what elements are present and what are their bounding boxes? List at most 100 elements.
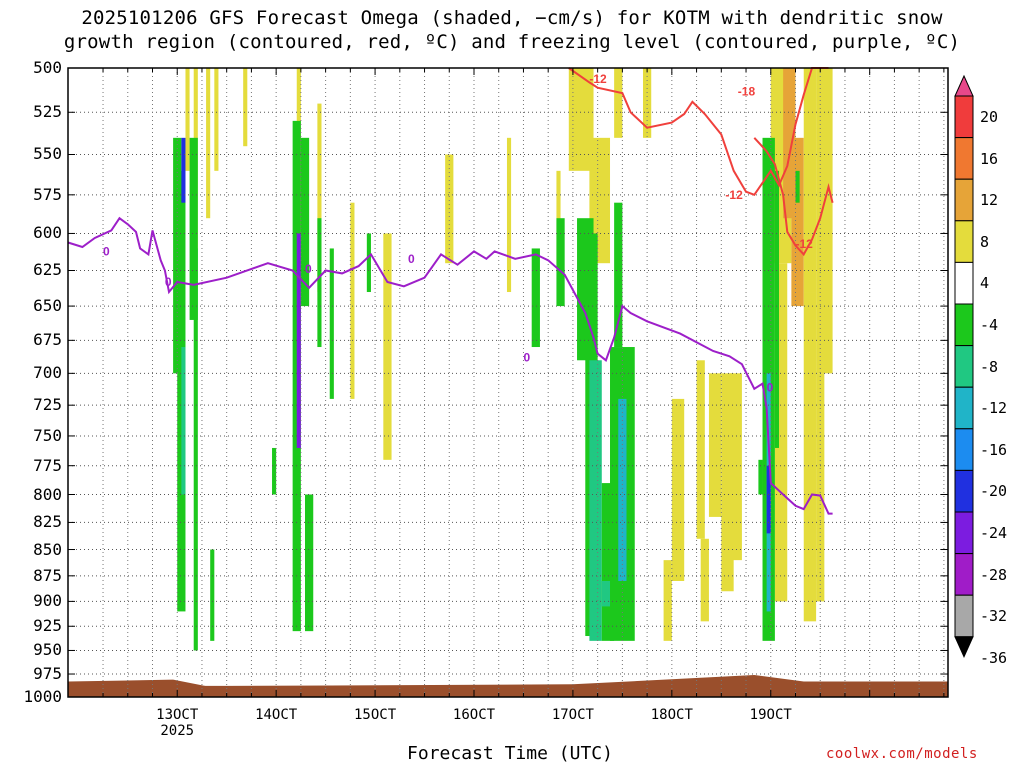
omega-cell <box>329 248 334 399</box>
x-tick-label: 19OCT <box>749 707 792 723</box>
omega-cell <box>708 373 722 517</box>
freezing-level-label: 0 <box>103 244 110 258</box>
x-tick-label: 16OCT <box>452 707 496 723</box>
colorbar-swatch <box>954 220 974 263</box>
omega-cell <box>774 170 780 448</box>
y-tick-label: 500 <box>33 58 62 77</box>
dendritic-label: -12 <box>795 237 813 251</box>
omega-cell <box>795 170 800 203</box>
omega-cell <box>803 68 817 293</box>
omega-cell <box>626 347 635 641</box>
x-tick-label: 17OCT <box>551 707 594 723</box>
omega-cell <box>696 360 705 539</box>
colorbar-swatch <box>954 428 974 471</box>
colorbar-label: -32 <box>980 607 1008 626</box>
y-tick-label: 975 <box>33 664 62 684</box>
colorbar-label: 12 <box>980 191 999 210</box>
y-tick-label: 825 <box>33 512 62 532</box>
omega-cell <box>366 233 371 293</box>
plot-frame <box>67 67 949 698</box>
freezing-level-line <box>67 216 833 515</box>
colorbar-label: 20 <box>980 108 999 126</box>
omega-cell <box>803 292 817 622</box>
title-line-1: 2025101206 GFS Forecast Omega (shaded, −… <box>81 7 943 29</box>
omega-cell <box>350 202 355 399</box>
colorbar-swatch <box>954 95 974 139</box>
omega-cell <box>193 248 198 651</box>
colorbar-label: -20 <box>980 482 1008 501</box>
omega-cell <box>556 170 561 264</box>
chart-title: 2025101206 GFS Forecast Omega (shaded, −… <box>0 6 1024 54</box>
y-tick-label: 925 <box>33 616 62 636</box>
omega-cell <box>642 68 652 138</box>
y-tick-label: 875 <box>33 565 62 585</box>
y-tick-label: 750 <box>33 425 62 445</box>
omega-cell <box>601 580 611 607</box>
colorbar-label: -28 <box>980 565 1008 584</box>
colorbar-swatch <box>954 386 974 430</box>
omega-cell <box>272 447 277 495</box>
colorbar-swatch <box>954 553 974 596</box>
omega-cell <box>181 347 186 495</box>
dendritic-label: -18 <box>738 84 756 98</box>
y-tick-label: 525 <box>33 102 62 122</box>
y-tick-label: 650 <box>33 296 62 316</box>
omega-cell <box>181 137 186 203</box>
freezing-level-label: 0 <box>523 351 530 365</box>
colorbar-label: -24 <box>980 524 1008 542</box>
omega-cell <box>700 538 709 622</box>
omega-cell <box>618 398 627 581</box>
colorbar-swatch <box>954 345 974 388</box>
colorbar-label: -16 <box>980 440 1008 459</box>
omega-cell <box>531 248 540 348</box>
colorbar-label: 4 <box>980 274 990 293</box>
colorbar-swatch <box>954 178 974 222</box>
y-tick-label: 675 <box>33 330 62 350</box>
colorbar-bottom-arrow <box>954 636 974 659</box>
colorbar-top-arrow <box>954 74 974 97</box>
dendritic-label: -12 <box>589 72 607 86</box>
omega-cell <box>589 360 602 641</box>
dendritic-label: -12 <box>725 188 743 202</box>
x-tick-label: 15OCT <box>353 707 397 723</box>
colorbar-swatch <box>954 469 974 513</box>
x-tick-label: 13OCT 2025 <box>156 707 199 739</box>
terrain-shape <box>68 675 948 697</box>
y-tick-label: 575 <box>33 184 62 204</box>
omega-cell <box>663 560 672 641</box>
omega-cell <box>243 68 248 147</box>
colorbar-swatch <box>954 261 974 305</box>
colorbar-swatch <box>954 303 974 347</box>
omega-cell <box>185 68 190 171</box>
colorbar-label: -12 <box>980 399 1008 418</box>
omega-cell <box>729 373 742 561</box>
dendritic-contour-lower <box>753 137 834 257</box>
freezing-level-label: 0 <box>165 275 172 289</box>
omega-cell <box>317 103 322 293</box>
omega-cell <box>506 137 512 293</box>
credit-link[interactable]: coolwx.com/models <box>826 746 978 762</box>
colorbar-swatch <box>954 594 974 638</box>
omega-cell <box>556 218 565 307</box>
title-line-2: growth region (contoured, red, ºC) and f… <box>63 31 961 53</box>
omega-cell <box>206 68 211 219</box>
y-tick-label: 600 <box>33 223 62 243</box>
y-tick-label: 625 <box>33 260 62 280</box>
omega-cell <box>317 218 322 348</box>
colorbar-label: -4 <box>980 316 999 334</box>
omega-cell <box>758 459 763 495</box>
freezing-level-label: 0 <box>408 252 415 266</box>
y-tick-label: 850 <box>33 539 62 559</box>
y-tick-label: 725 <box>33 395 62 415</box>
y-tick-label: 775 <box>33 455 62 475</box>
omega-cell <box>791 137 804 307</box>
omega-cell <box>671 398 685 581</box>
x-tick-label: 18OCT <box>650 707 693 723</box>
omega-cell <box>614 68 623 138</box>
y-tick-label: 800 <box>33 484 62 504</box>
omega-cell <box>816 373 825 602</box>
y-tick-label: 900 <box>33 591 62 611</box>
omega-cell <box>300 137 310 307</box>
omega-cell <box>766 465 771 534</box>
